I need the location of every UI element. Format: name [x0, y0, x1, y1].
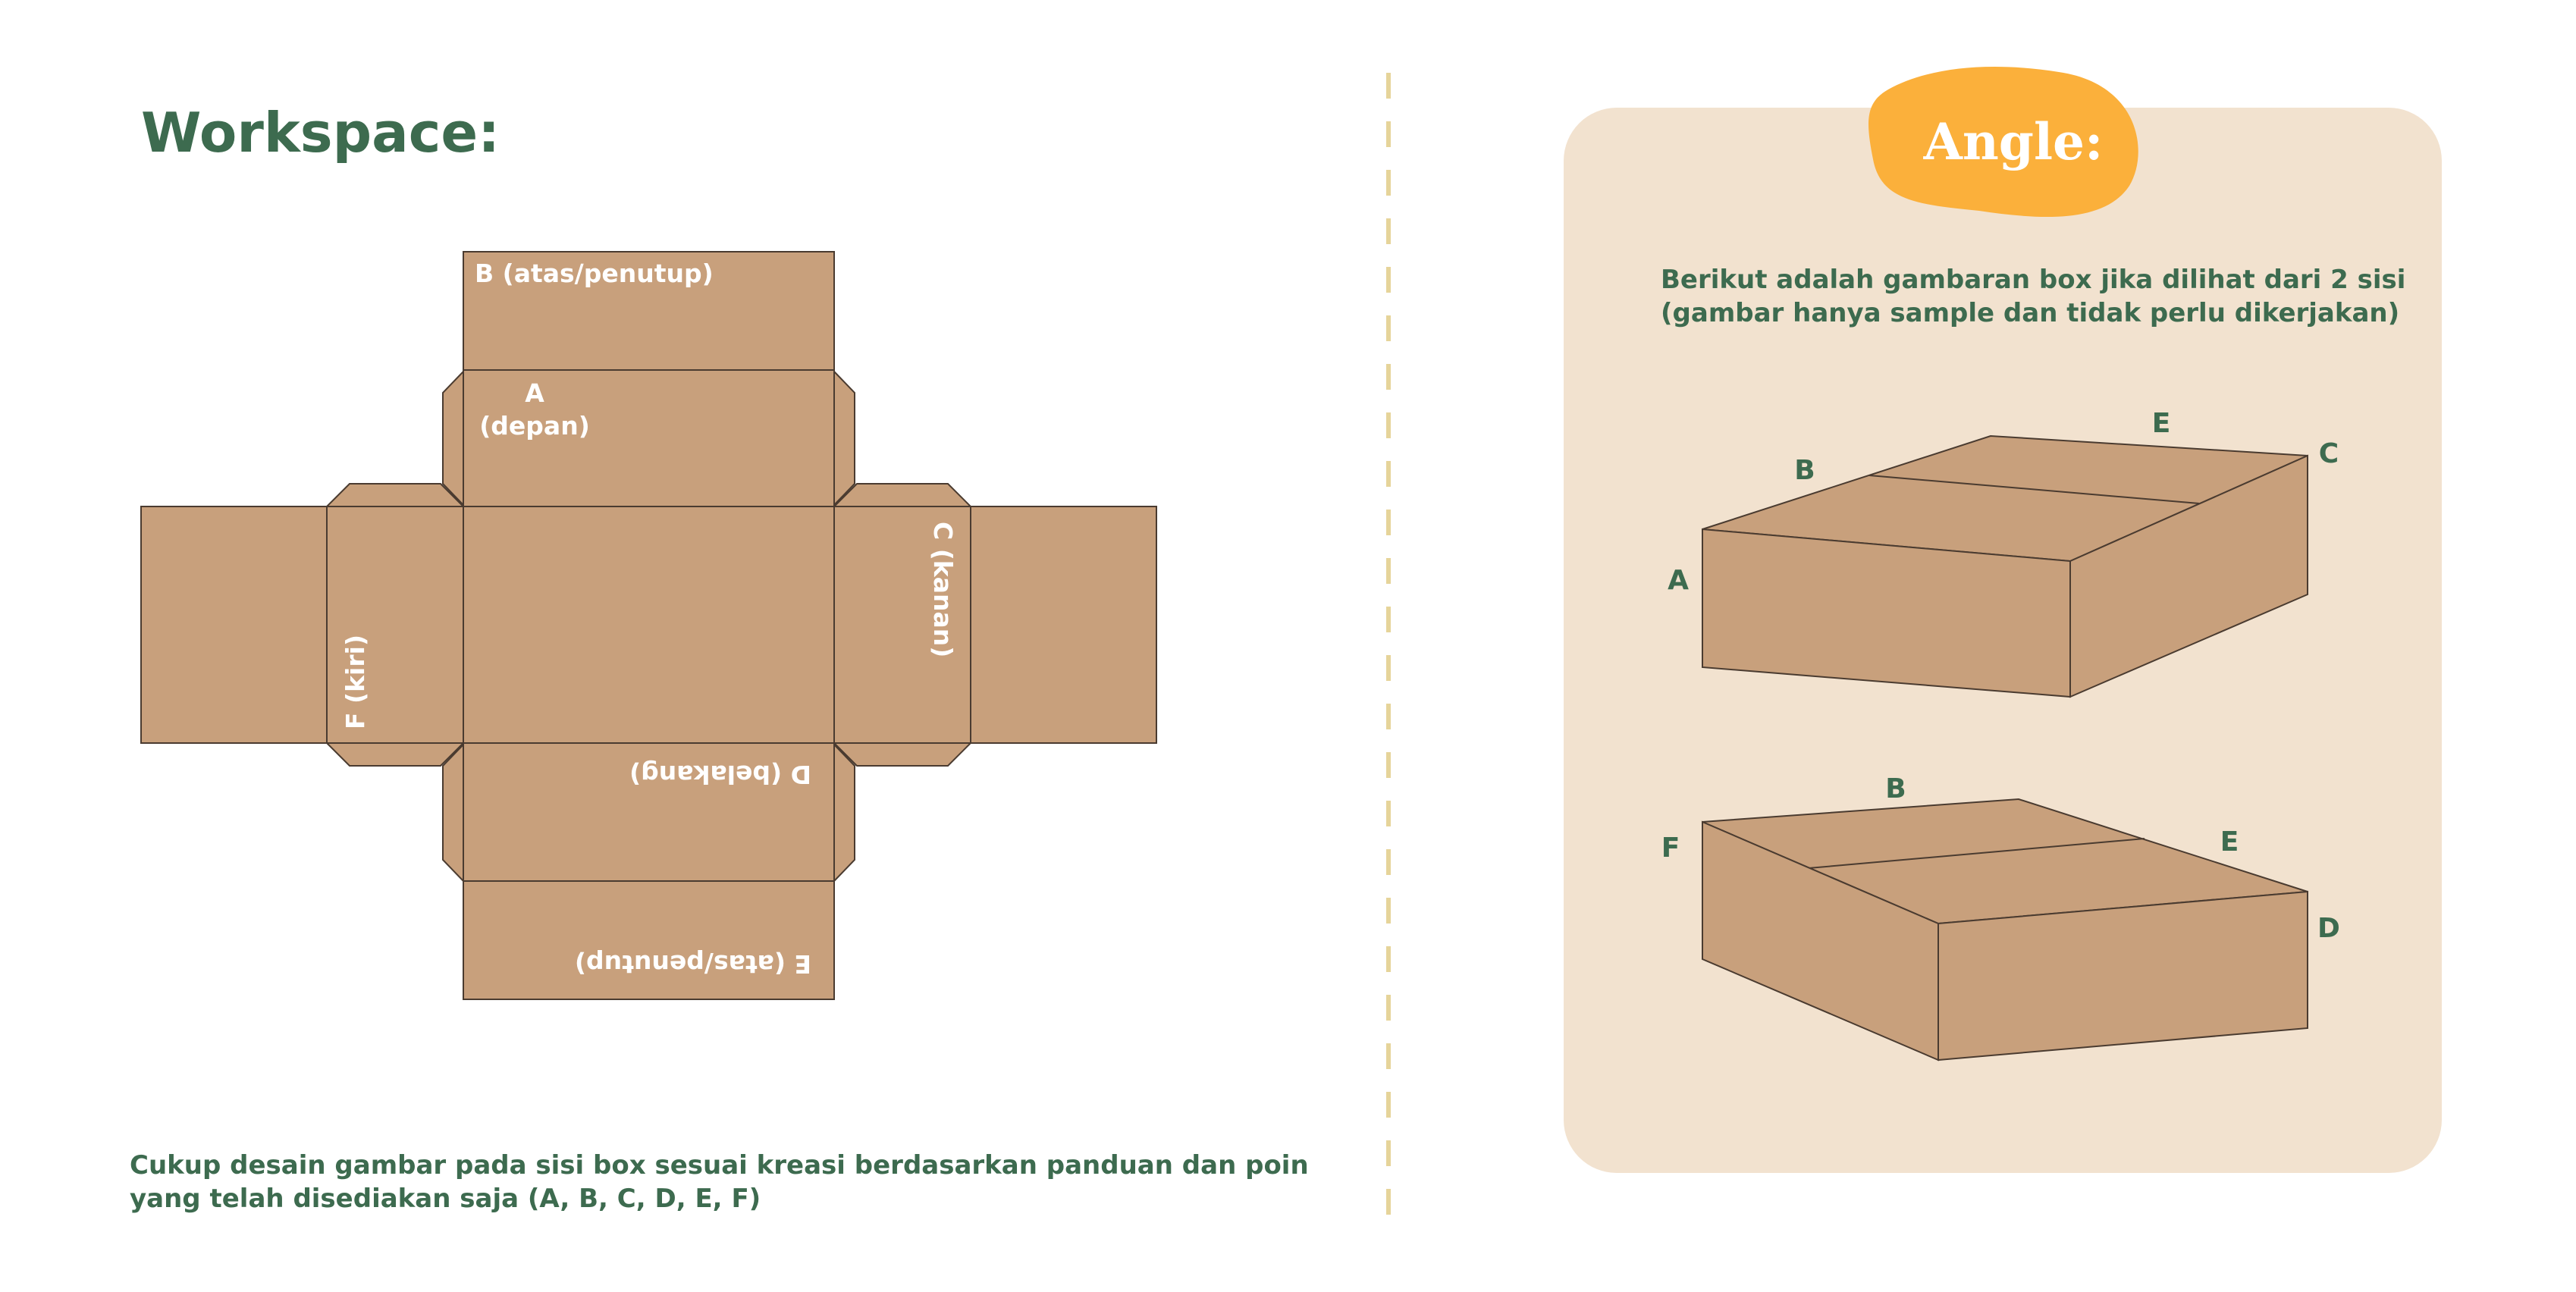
label-front-a: A: [525, 378, 544, 408]
face-bottom-flap-e: [463, 880, 835, 1000]
box1-label-e: E: [2152, 408, 2171, 439]
box1-side-face: [2069, 454, 2308, 698]
tab-c-top: [832, 483, 973, 507]
tab-f-bottom: [325, 742, 466, 767]
instruction-line-1: Cukup desain gambar pada sisi box sesuai…: [130, 1150, 1309, 1181]
tab-c-bottom: [832, 742, 973, 767]
box2-front-face: [1937, 890, 2308, 1062]
face-center-base: [463, 506, 835, 744]
tab-a-left: [442, 369, 464, 507]
box2-label-b: B: [1885, 773, 1906, 804]
box-view-top: A B E C: [1668, 408, 2339, 698]
workspace-title: Workspace:: [141, 101, 500, 165]
box2-label-d: D: [2317, 913, 2340, 944]
angle-description-line-2: (gambar hanya sample dan tidak perlu dik…: [1661, 298, 2399, 328]
box1-label-c: C: [2319, 438, 2339, 469]
box1-label-a: A: [1668, 565, 1689, 596]
label-top-flap-b: B (atas/penutup): [475, 259, 714, 288]
face-left-f: [326, 506, 464, 744]
label-right-c: C (kanan): [928, 522, 958, 657]
label-back-d: D (belakang): [629, 760, 811, 789]
angle-badge-text: Angle:: [1923, 112, 2104, 171]
face-back-d: [463, 742, 835, 882]
label-front-depan: (depan): [479, 411, 590, 441]
label-bottom-flap-e: E (atas/penutup): [575, 949, 811, 979]
tab-a-right: [833, 369, 855, 507]
face-far-right-panel: [970, 506, 1157, 744]
tab-d-left: [442, 742, 464, 883]
box-view-bottom: F B E D: [1661, 773, 2340, 1062]
box2-label-f: F: [1661, 833, 1680, 864]
label-left-f: F (kiri): [340, 635, 370, 729]
box2-lid-seam: [1808, 838, 2145, 869]
tab-d-right: [833, 742, 855, 883]
box1-lid-seam: [1868, 475, 2200, 504]
face-front-a: [463, 369, 835, 507]
angle-badge: [1868, 67, 2138, 218]
face-top-flap-b: [463, 251, 835, 371]
box1-label-b: B: [1794, 455, 1815, 486]
instruction-line-2: yang telah disediakan saja (A, B, C, D, …: [130, 1184, 761, 1214]
box2-label-e: E: [2220, 826, 2239, 858]
face-right-c: [833, 506, 971, 744]
tab-f-top: [325, 483, 466, 507]
box-net: B (atas/penutup) A (depan) C (kanan) F (…: [140, 251, 1157, 1000]
face-far-left-panel: [140, 506, 328, 744]
angle-description-line-1: Berikut adalah gambaran box jika dilihat…: [1661, 265, 2405, 295]
